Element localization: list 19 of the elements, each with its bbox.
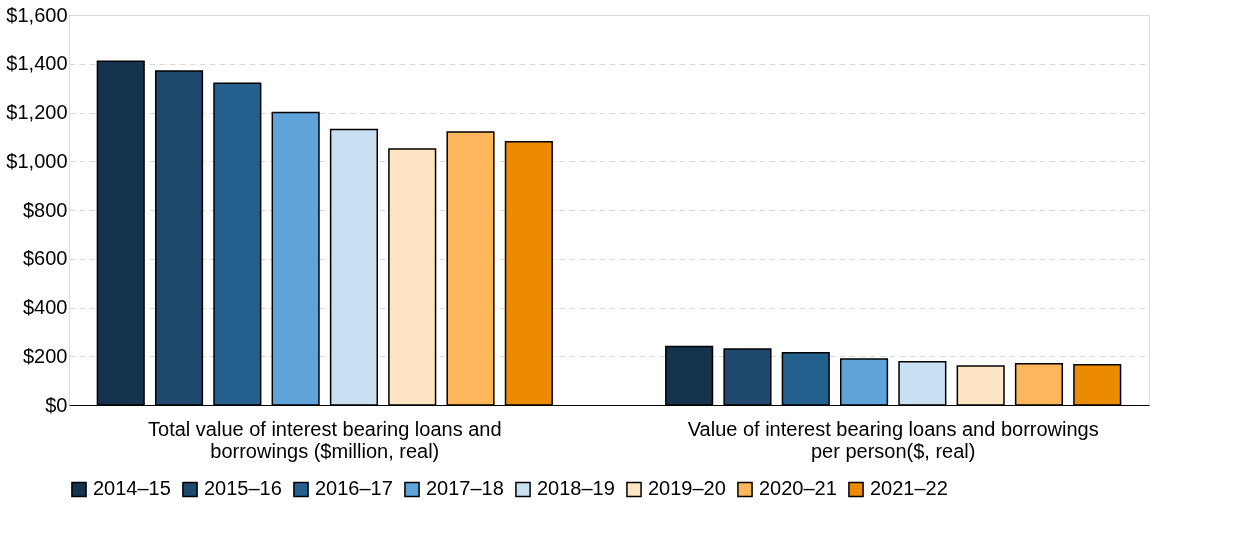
y-tick-label: $0: [45, 393, 68, 416]
y-tick-label: $400: [23, 296, 68, 318]
legend-label: 2019–20: [648, 477, 726, 500]
y-tick-label: $800: [23, 198, 68, 221]
legend-label: 2016–17: [315, 477, 393, 500]
y-tick-label: $1,200: [6, 101, 68, 123]
y-tick-label: $200: [23, 344, 68, 367]
y-tick-label: $1,600: [6, 3, 68, 26]
legend-label: 2021–22: [870, 477, 948, 500]
y-tick-label: $600: [23, 247, 68, 270]
legend-label: 2020–21: [759, 477, 837, 500]
legend-label: 2014–15: [93, 477, 171, 500]
legend-label: 2017–18: [426, 477, 504, 500]
x-tick-label: Value of interest bearing loans and borrowings per person($, real): [687, 417, 1099, 462]
y-tick-label: $1,400: [6, 52, 68, 75]
x-tick-label: Total value of interest bearing loans and borrowings ($million, real): [148, 417, 502, 462]
y-tick-label: $1,000: [6, 149, 68, 172]
legend-label: 2015–16: [204, 477, 282, 500]
legend-label: 2018–19: [537, 477, 615, 500]
